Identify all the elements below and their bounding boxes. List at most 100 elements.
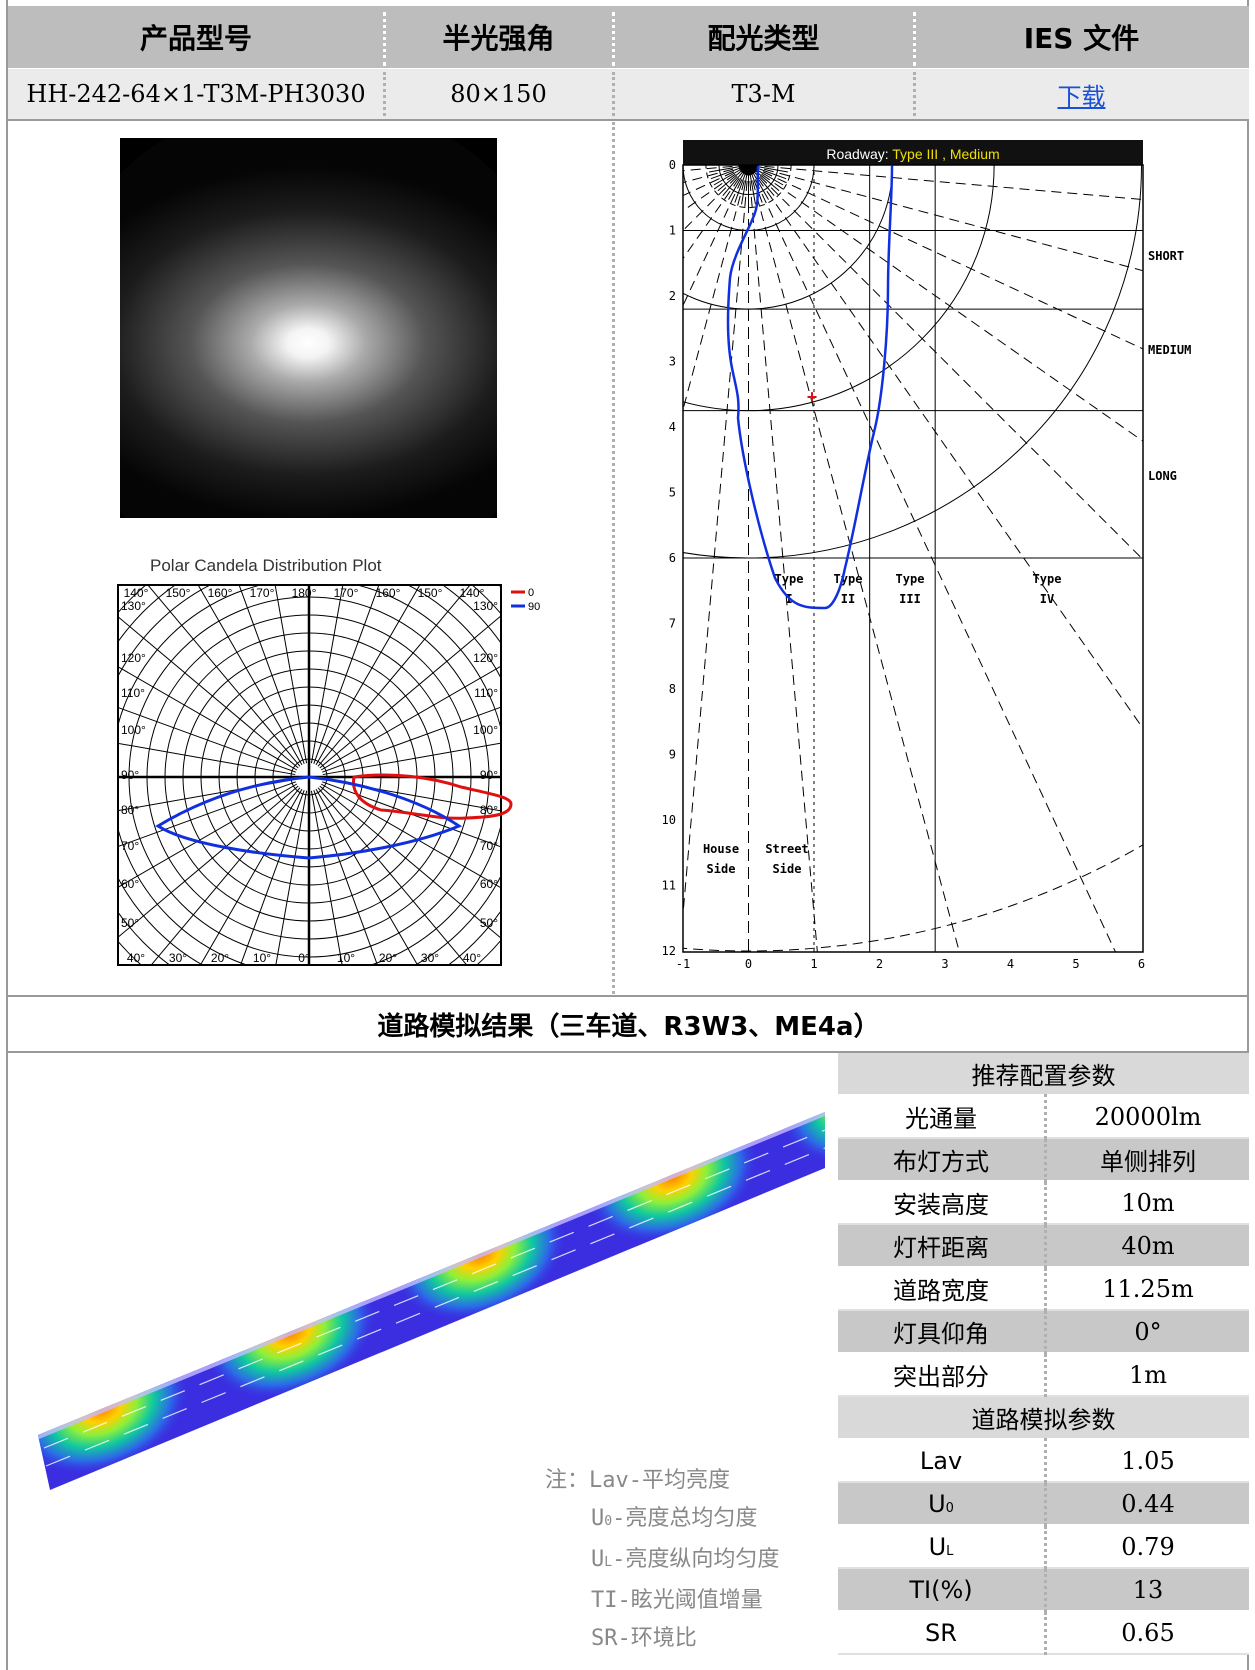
polar-candela-plot: 140° 150° 160° 170° 180° 170° 160° 150° 140° 40° 3…	[117, 584, 540, 966]
roadway-y-tick: 3	[669, 355, 676, 369]
roadway-y-tick: 11	[662, 879, 676, 893]
polar-angle-label: 90°	[121, 768, 139, 782]
roadway-x-tick: 4	[1007, 957, 1014, 968]
light-spot-image	[120, 138, 497, 518]
simulation-title: 道路模拟参数	[838, 1396, 1249, 1440]
beam-angle-header: 半光强角	[442, 22, 555, 55]
param-label: 突出部分	[838, 1353, 1046, 1397]
sim-label: TI(%)	[838, 1568, 1046, 1612]
model-value: HH-242-64×1-T3M-PH3030	[26, 80, 366, 108]
roadway-type-numeral: II	[841, 592, 855, 606]
polar-angle-label: 40°	[127, 951, 145, 965]
roadway-type-label: Type	[896, 572, 925, 586]
ies-file-header: IES 文件	[1023, 22, 1140, 55]
polar-angle-label: 60°	[121, 877, 139, 891]
header-divider	[612, 12, 615, 66]
polar-angle-label: 150°	[418, 586, 443, 600]
roadway-y-tick: 1	[669, 224, 676, 238]
polar-angle-label: 130°	[121, 599, 146, 613]
note-item: UL-亮度纵向均匀度	[591, 1547, 780, 1572]
row-divider	[383, 72, 386, 116]
polar-angle-label: 150°	[166, 586, 191, 600]
row-divider	[612, 72, 615, 116]
note-item: U0-亮度总均匀度	[591, 1506, 758, 1531]
roadway-title: Roadway: Type III , Medium	[826, 146, 999, 162]
note-item: 注：Lav-平均亮度	[545, 1468, 731, 1493]
roadway-y-tick: 9	[669, 748, 676, 762]
roadway-side-sublabel: Side	[707, 862, 736, 876]
polar-angle-label: 90°	[480, 768, 498, 782]
polar-angle-label: 70°	[480, 839, 498, 853]
param-value: 10m	[1044, 1181, 1249, 1225]
header-row	[8, 6, 1249, 76]
param-value: 20000lm	[1044, 1095, 1249, 1139]
simulation-section-title: 道路模拟结果（三车道、R3W3、ME4a）	[8, 997, 1249, 1053]
sim-label: U0	[838, 1482, 1046, 1526]
roadway-x-tick: 5	[1072, 957, 1079, 968]
polar-angle-label: 0°	[298, 951, 310, 965]
sim-value: 1.05	[1044, 1439, 1249, 1483]
roadway-zone-label: LONG	[1148, 469, 1177, 483]
roadway-y-tick: 10	[662, 813, 676, 827]
roadway-side-label: House	[703, 842, 739, 856]
roadway-side-sublabel: Side	[773, 862, 802, 876]
polar-angle-label: 160°	[208, 586, 233, 600]
param-label: 灯杆距离	[838, 1224, 1046, 1268]
distribution-type-header: 配光类型	[707, 22, 820, 55]
panel-divider	[612, 122, 615, 994]
roadway-type-label: Type	[1033, 572, 1062, 586]
roadway-x-tick: 2	[876, 957, 883, 968]
polar-angle-label: 160°	[376, 586, 401, 600]
roadway-type-label: Type	[775, 572, 804, 586]
iso-candela-curve	[726, 165, 894, 610]
polar-angle-label: 110°	[474, 686, 498, 700]
polar-angle-label: 120°	[121, 651, 146, 665]
roadway-title-bar	[683, 140, 1143, 167]
param-value: 11.25m	[1044, 1267, 1249, 1311]
header-divider	[913, 12, 916, 66]
roadway-x-tick: -1	[676, 957, 690, 968]
recommended-title: 推荐配置参数	[838, 1053, 1249, 1096]
polar-angle-label: 100°	[121, 723, 146, 737]
roadway-y-tick: 12	[662, 944, 676, 958]
polar-angle-label: 130°	[473, 599, 498, 613]
max-candela-marker: +	[807, 387, 818, 407]
polar-plot-title: Polar Candela Distribution Plot	[150, 556, 382, 575]
roadway-y-tick: 5	[669, 486, 676, 500]
roadway-x-tick: 3	[941, 957, 948, 968]
polar-angle-label: 140°	[124, 586, 149, 600]
polar-angle-label: 60°	[480, 877, 498, 891]
distribution-type-value: T3-M	[731, 80, 796, 108]
spec-sheet	[6, 0, 1249, 1670]
model-header: 产品型号	[139, 22, 252, 55]
photometric-panel	[8, 120, 1249, 997]
roadway-y-tick: 6	[669, 551, 676, 565]
polar-angle-label: 100°	[473, 723, 498, 737]
c0-curve	[351, 773, 513, 820]
polar-angle-label: 20°	[379, 951, 397, 965]
param-label: 安装高度	[838, 1181, 1046, 1225]
polar-angle-label: 80°	[121, 803, 139, 817]
header-divider	[383, 12, 386, 66]
polar-angle-label: 50°	[480, 916, 498, 930]
road-luminance-simulation	[38, 1112, 826, 1490]
note-item: SR-环境比	[591, 1626, 697, 1651]
luminance-hotspot	[38, 1341, 189, 1475]
polar-angle-label: 120°	[473, 651, 498, 665]
polar-angle-label: 30°	[169, 951, 187, 965]
roadway-x-tick: 1	[810, 957, 817, 968]
roadway-y-tick: 4	[669, 420, 676, 434]
roadway-y-tick: 2	[669, 289, 676, 303]
param-label: 道路宽度	[838, 1267, 1046, 1311]
polar-angle-label: 10°	[337, 951, 355, 965]
param-label: 布灯方式	[838, 1138, 1046, 1182]
sim-value: 0.79	[1044, 1525, 1249, 1569]
roadway-type-label: Type	[834, 572, 863, 586]
polar-angle-label: 180°	[292, 586, 317, 600]
polar-angle-label: 110°	[121, 686, 145, 700]
polar-angle-label: 40°	[463, 951, 481, 965]
ies-download-link[interactable]: 下载	[1057, 82, 1106, 111]
c90-curve	[155, 775, 463, 860]
ies-cell: 下载	[914, 69, 1249, 119]
legend-c90: 90	[528, 601, 540, 613]
